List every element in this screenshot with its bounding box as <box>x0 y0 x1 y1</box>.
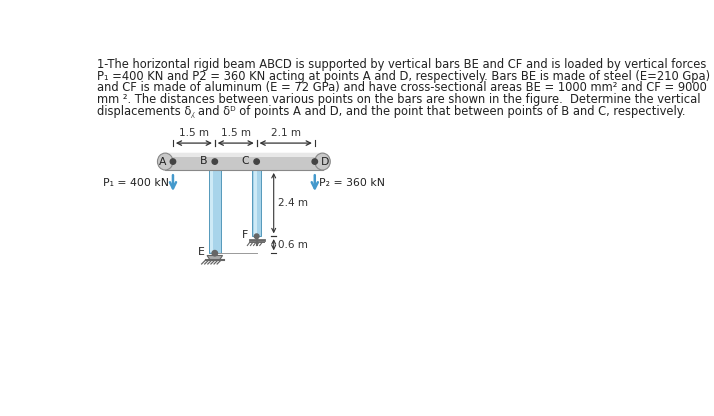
Ellipse shape <box>158 153 173 170</box>
Circle shape <box>212 159 218 164</box>
Text: C: C <box>241 156 249 166</box>
Circle shape <box>312 159 318 164</box>
Text: 2.1 m: 2.1 m <box>271 129 301 139</box>
Bar <box>252 170 261 236</box>
Polygon shape <box>207 255 223 260</box>
Text: 0.6 m: 0.6 m <box>278 240 308 250</box>
Text: 1.5 m: 1.5 m <box>221 129 251 139</box>
Text: displacements δ⁁ and δᴰ of points A and D, and the point that between points of : displacements δ⁁ and δᴰ of points A and … <box>97 104 685 118</box>
Text: D: D <box>321 156 329 166</box>
Text: F: F <box>242 230 248 240</box>
Text: B: B <box>199 156 207 166</box>
Ellipse shape <box>315 153 331 170</box>
Circle shape <box>254 159 259 164</box>
Circle shape <box>170 159 176 164</box>
Bar <box>210 171 213 253</box>
Text: and CF is made of aluminum (E = 72 GPa) and have cross-sectional areas BE = 1000: and CF is made of aluminum (E = 72 GPa) … <box>97 82 707 94</box>
Circle shape <box>254 234 259 238</box>
Bar <box>253 171 256 235</box>
Bar <box>165 153 323 170</box>
Text: A: A <box>159 156 166 166</box>
Bar <box>208 170 221 253</box>
Text: P₂ = 360 kN: P₂ = 360 kN <box>318 178 385 188</box>
Bar <box>165 153 323 157</box>
Text: 2.4 m: 2.4 m <box>278 198 308 208</box>
Text: 1-The horizontal rigid beam ABCD is supported by vertical bars BE and CF and is : 1-The horizontal rigid beam ABCD is supp… <box>97 58 706 72</box>
Text: mm ². The distances between various points on the bars are shown in the figure. : mm ². The distances between various poin… <box>97 93 700 106</box>
Text: E: E <box>198 247 205 257</box>
Circle shape <box>212 250 218 256</box>
Text: 1.5 m: 1.5 m <box>179 129 209 139</box>
Text: P₁ =400 KN and P2 = 360 KN acting at points A and D, respectively. Bars BE is ma: P₁ =400 KN and P2 = 360 KN acting at poi… <box>97 70 710 83</box>
Text: P₁ = 400 kN: P₁ = 400 kN <box>103 178 169 188</box>
